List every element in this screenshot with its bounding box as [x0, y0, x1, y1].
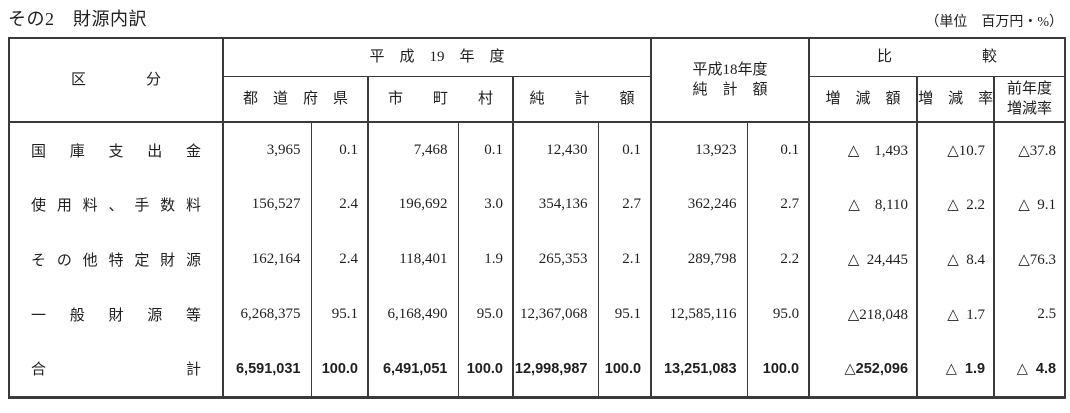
pref-pct-cell: 0.1	[310, 122, 369, 177]
header-category: 区 分	[8, 37, 224, 123]
diff-rate-cell: △ 2.2	[916, 177, 995, 232]
h18-pct-cell: 2.2	[746, 232, 810, 287]
pref-amount-cell: 156,527	[222, 177, 312, 232]
header-h18-line1: 平成18年度	[692, 61, 768, 78]
muni-pct-cell: 1.9	[457, 232, 514, 287]
header-comparison-group: 比 較	[808, 37, 1066, 77]
net-amount-cell: 12,430	[512, 122, 599, 177]
header-net-total: 純 計 額	[511, 75, 652, 123]
prev-rate-cell: △76.3	[993, 232, 1066, 287]
header-row-2: 都 道 府 県 市 町 村 純 計 額 増 減 額 増 減 率 前年度 増減率	[9, 75, 1066, 123]
row-label: 一 般 財 源 等	[8, 287, 224, 342]
diff-amount-cell: △218,048	[808, 287, 918, 342]
header-prev-year-rate-line1: 前年度	[1007, 80, 1053, 97]
header-diff-rate: 増 減 率	[916, 75, 995, 123]
table-body: 国 庫 支 出 金 3,965 0.1 7,468 0.1 12,430 0.1…	[8, 122, 1066, 397]
muni-pct-cell: 3.0	[457, 177, 514, 232]
table-head: 区 分 平 成 19 年 度 平成18年度 純 計 額 比 較 都 道 府 県 …	[8, 37, 1066, 123]
diff-amount-cell: △ 1,493	[808, 122, 918, 177]
diff-amount-cell: △252,096	[808, 342, 918, 397]
pref-amount-cell: 3,965	[222, 122, 312, 177]
h18-amount-cell: 12,585,116	[650, 287, 748, 342]
h18-pct-cell: 95.0	[746, 287, 810, 342]
prev-rate-cell: △ 4.8	[993, 342, 1066, 397]
h18-amount-cell: 289,798	[650, 232, 748, 287]
net-amount-cell: 12,367,068	[512, 287, 599, 342]
header-h18-line2: 純 計 額	[692, 82, 768, 98]
h18-pct-cell: 2.7	[746, 177, 810, 232]
pref-pct-cell: 100.0	[310, 342, 369, 397]
net-pct-cell: 100.0	[597, 342, 652, 397]
h18-pct-cell: 100.0	[746, 342, 810, 397]
muni-pct-cell: 100.0	[457, 342, 514, 397]
row-label: 国 庫 支 出 金	[8, 122, 224, 177]
net-pct-cell: 95.1	[597, 287, 652, 342]
unit-note: （単位 百万円・%）	[925, 15, 1063, 30]
diff-amount-cell: △ 24,445	[808, 232, 918, 287]
prev-rate-cell: △ 9.1	[993, 177, 1066, 232]
row-national-treasury: 国 庫 支 出 金 3,965 0.1 7,468 0.1 12,430 0.1…	[8, 122, 1066, 177]
net-amount-cell: 12,998,987	[512, 342, 599, 397]
pref-pct-cell: 95.1	[310, 287, 369, 342]
header-diff-amount: 増 減 額	[808, 75, 918, 123]
row-fees-charges: 使 用 料 、 手 数 料 156,527 2.4 196,692 3.0 35…	[8, 177, 1066, 232]
header-h18-net-total: 平成18年度 純 計 額	[650, 37, 810, 123]
revenue-breakdown-table: 区 分 平 成 19 年 度 平成18年度 純 計 額 比 較 都 道 府 県 …	[8, 37, 1067, 399]
muni-amount-cell: 7,468	[367, 122, 459, 177]
header-h19-group: 平 成 19 年 度	[221, 37, 652, 77]
diff-rate-cell: △10.7	[916, 122, 995, 177]
row-other-specific-sources: そ の 他 特 定 財 源 162,164 2.4 118,401 1.9 26…	[8, 232, 1066, 287]
diff-rate-cell: △ 1.7	[916, 287, 995, 342]
header-municipalities: 市 町 村	[367, 75, 514, 123]
header-prefectures: 都 道 府 県	[222, 75, 369, 123]
h18-amount-cell: 13,251,083	[650, 342, 748, 397]
h18-amount-cell: 362,246	[650, 177, 748, 232]
diff-rate-cell: △ 8.4	[916, 232, 995, 287]
net-pct-cell: 2.7	[597, 177, 652, 232]
muni-amount-cell: 6,168,490	[367, 287, 459, 342]
pref-pct-cell: 2.4	[310, 232, 369, 287]
prev-rate-cell: △37.8	[993, 122, 1066, 177]
diff-rate-cell: △ 1.9	[916, 342, 995, 397]
pref-amount-cell: 162,164	[222, 232, 312, 287]
document-header: その2 財源内訳 （単位 百万円・%）	[8, 7, 1064, 31]
muni-pct-cell: 0.1	[457, 122, 514, 177]
row-general-sources: 一 般 財 源 等 6,268,375 95.1 6,168,490 95.0 …	[8, 287, 1066, 342]
muni-pct-cell: 95.0	[457, 287, 514, 342]
net-amount-cell: 265,353	[512, 232, 599, 287]
page-title: その2 財源内訳	[8, 9, 147, 29]
header-row-1: 区 分 平 成 19 年 度 平成18年度 純 計 額 比 較	[8, 37, 1066, 123]
row-label: 合 計	[8, 342, 224, 397]
pref-amount-cell: 6,591,031	[222, 342, 312, 397]
muni-amount-cell: 196,692	[367, 177, 459, 232]
pref-pct-cell: 2.4	[310, 177, 369, 232]
muni-amount-cell: 6,491,051	[367, 342, 459, 397]
row-total: 合 計 6,591,031 100.0 6,491,051 100.0 12,9…	[8, 342, 1066, 397]
prev-rate-cell: 2.5	[993, 287, 1066, 342]
header-prev-year-rate: 前年度 増減率	[993, 75, 1066, 123]
row-label: 使 用 料 、 手 数 料	[8, 177, 224, 232]
muni-amount-cell: 118,401	[367, 232, 459, 287]
pref-amount-cell: 6,268,375	[222, 287, 312, 342]
net-pct-cell: 0.1	[597, 122, 652, 177]
h18-amount-cell: 13,923	[650, 122, 748, 177]
row-label: そ の 他 特 定 財 源	[8, 232, 224, 287]
net-amount-cell: 354,136	[512, 177, 599, 232]
net-pct-cell: 2.1	[597, 232, 652, 287]
diff-amount-cell: △ 8,110	[808, 177, 918, 232]
header-prev-year-rate-line2: 増減率	[1007, 100, 1053, 117]
h18-pct-cell: 0.1	[746, 122, 810, 177]
